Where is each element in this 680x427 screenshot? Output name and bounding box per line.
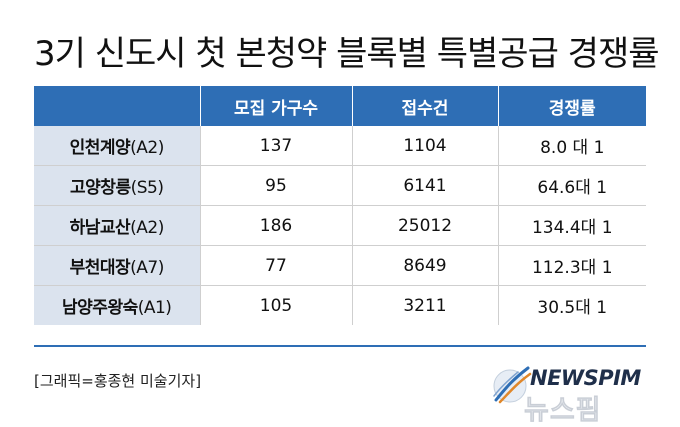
applications-cell: 6141 [352,165,499,206]
table-row: 고양창릉(S5) 95 6141 64.6대 1 [34,165,646,206]
table-row: 남양주왕숙(A1) 105 3211 30.5대 1 [34,285,646,325]
units-cell: 95 [200,165,353,206]
row-header: 하남교산(A2) [34,205,201,246]
logo-wordmark: NEWSPIM [530,366,641,390]
row-header: 고양창릉(S5) [34,165,201,206]
header-corner [34,86,201,126]
block-code: (A2) [130,218,164,238]
row-header: 인천계양(A2) [34,126,201,166]
chart-title: 3기 신도시 첫 본청약 블록별 특별공급 경쟁률 [34,34,660,74]
newspim-logo: NEWSPIM 뉴스핌 [490,360,666,426]
header-applications: 접수건 [352,86,499,126]
row-header: 부천대장(A7) [34,245,201,286]
block-name: 하남교산 [69,218,131,238]
header-units: 모집 가구수 [200,86,353,126]
units-cell: 186 [200,205,353,246]
block-code: (A7) [130,258,164,278]
table-bottom-rule [34,345,646,347]
table-row: 부천대장(A7) 77 8649 112.3대 1 [34,245,646,286]
globe-swoosh-icon [493,366,532,404]
table-header-row: 모집 가구수 접수건 경쟁률 [34,86,646,126]
block-code: (A2) [130,138,164,158]
ratio-cell: 134.4대 1 [498,205,646,246]
competition-table: 모집 가구수 접수건 경쟁률 인천계양(A2) 137 1104 8.0 대 1… [34,86,646,325]
applications-cell: 8649 [352,245,499,286]
block-code: (A1) [137,298,172,318]
header-ratio: 경쟁률 [498,86,646,126]
block-code: (S5) [130,178,164,198]
row-header: 남양주왕숙(A1) [34,285,201,325]
table-row: 인천계양(A2) 137 1104 8.0 대 1 [34,126,646,166]
ratio-cell: 8.0 대 1 [540,138,605,158]
block-name: 남양주왕숙 [62,298,138,318]
units-cell: 137 [200,126,353,166]
ratio-cell: 64.6대 1 [498,165,646,206]
logo-watermark: 뉴스핌 [524,395,602,427]
units-cell: 77 [200,245,353,286]
units-cell: 105 [200,285,353,325]
table-row: 하남교산(A2) 186 25012 134.4대 1 [34,205,646,246]
block-name: 인천계양 [69,138,131,158]
applications-cell: 1104 [352,126,499,166]
block-name: 부천대장 [69,258,131,278]
graphic-credit: [그래픽=홍종현 미술기자] [34,372,202,390]
block-name: 고양창릉 [70,178,131,198]
applications-cell: 25012 [352,205,499,246]
applications-cell: 3211 [352,285,499,325]
ratio-cell: 30.5대 1 [498,285,646,325]
ratio-cell: 112.3대 1 [498,245,646,286]
